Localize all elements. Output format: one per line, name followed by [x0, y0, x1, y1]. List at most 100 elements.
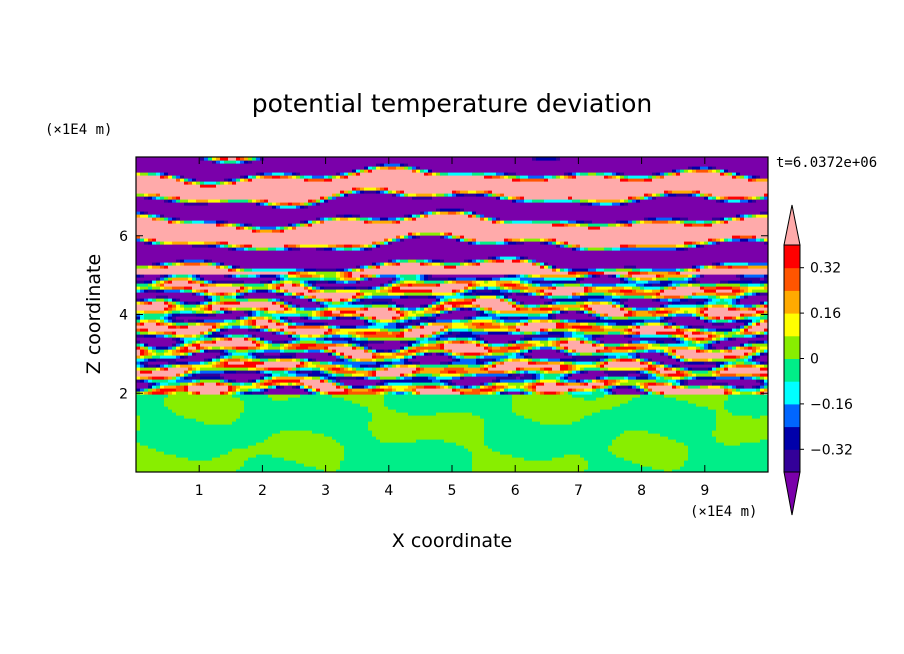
field-cell	[628, 328, 633, 332]
field-cell	[588, 274, 593, 278]
field-cell	[140, 343, 145, 347]
field-cell	[416, 352, 421, 356]
field-cell	[536, 370, 541, 374]
field-cell	[272, 172, 285, 176]
field-cell	[624, 292, 657, 296]
field-cell	[136, 448, 157, 452]
field-cell	[224, 160, 237, 164]
field-cell	[212, 325, 217, 329]
field-cell	[388, 286, 393, 290]
field-cell	[304, 358, 309, 362]
field-cell	[508, 325, 517, 329]
field-cell	[560, 361, 565, 365]
field-cell	[332, 313, 341, 317]
field-cell	[556, 316, 597, 320]
field-cell	[484, 436, 617, 440]
field-cell	[352, 190, 357, 194]
field-cell	[508, 286, 513, 290]
field-cell	[684, 355, 725, 359]
field-cell	[508, 358, 513, 362]
field-cell	[308, 178, 325, 182]
field-cell	[572, 421, 717, 425]
field-cell	[256, 337, 261, 341]
field-cell	[432, 292, 453, 296]
field-cell	[420, 166, 689, 170]
field-cell	[140, 367, 157, 371]
field-cell	[168, 298, 173, 302]
field-cell	[632, 322, 637, 326]
field-cell	[484, 340, 489, 344]
field-cell	[400, 190, 405, 194]
field-cell	[708, 265, 713, 269]
field-cell	[432, 313, 437, 317]
field-cell	[508, 331, 513, 335]
field-cell	[372, 346, 401, 350]
field-cell	[500, 295, 505, 299]
field-cell	[476, 211, 761, 215]
field-cell	[568, 319, 577, 323]
field-cell	[672, 337, 677, 341]
field-cell	[652, 196, 657, 200]
field-cell	[180, 340, 185, 344]
field-cell	[728, 361, 733, 365]
field-cell	[600, 349, 613, 353]
field-cell	[388, 259, 393, 263]
field-cell	[292, 382, 297, 386]
field-cell	[408, 235, 413, 239]
field-cell	[340, 355, 345, 359]
field-cell	[412, 214, 417, 218]
field-cell	[592, 274, 597, 278]
field-cell	[504, 385, 509, 389]
field-cell	[432, 334, 437, 338]
field-cell	[428, 322, 433, 326]
field-cell	[536, 373, 541, 377]
field-cell	[716, 367, 721, 371]
field-cell	[508, 172, 517, 176]
field-cell	[644, 295, 653, 299]
field-cell	[200, 343, 257, 347]
field-cell	[160, 265, 165, 269]
field-cell	[452, 340, 461, 344]
field-cell	[720, 172, 725, 176]
field-cell	[272, 379, 301, 383]
field-cell	[452, 280, 457, 284]
field-cell	[164, 175, 169, 179]
field-cell	[700, 190, 768, 194]
field-cell	[464, 391, 481, 395]
field-cell	[752, 235, 757, 239]
field-cell	[564, 331, 573, 335]
field-cell	[588, 268, 597, 272]
field-cell	[244, 463, 305, 467]
field-cell	[196, 310, 205, 314]
field-cell	[580, 418, 717, 422]
field-cell	[520, 280, 525, 284]
field-cell	[556, 325, 565, 329]
field-cell	[728, 346, 733, 350]
field-cell	[628, 298, 653, 302]
field-cell	[248, 379, 253, 383]
field-cell	[312, 313, 317, 317]
field-cell	[216, 340, 253, 344]
field-cell	[188, 382, 193, 386]
field-cell	[480, 283, 497, 287]
field-cell	[252, 325, 257, 329]
field-cell	[740, 217, 745, 221]
field-cell	[448, 307, 453, 311]
field-cell	[648, 322, 661, 326]
field-cell	[568, 364, 573, 368]
field-cell	[648, 310, 657, 314]
field-cell	[596, 322, 605, 326]
field-cell	[216, 298, 221, 302]
field-cell	[312, 220, 317, 224]
field-cell	[484, 190, 489, 194]
field-cell	[404, 214, 409, 218]
field-cell	[400, 346, 405, 350]
field-cell	[668, 220, 677, 224]
field-cell	[188, 391, 193, 395]
field-cell	[248, 199, 253, 203]
field-cell	[272, 316, 277, 320]
field-cell	[144, 346, 149, 350]
field-cell	[556, 268, 561, 272]
field-cell	[468, 259, 473, 263]
field-cell	[136, 259, 177, 263]
